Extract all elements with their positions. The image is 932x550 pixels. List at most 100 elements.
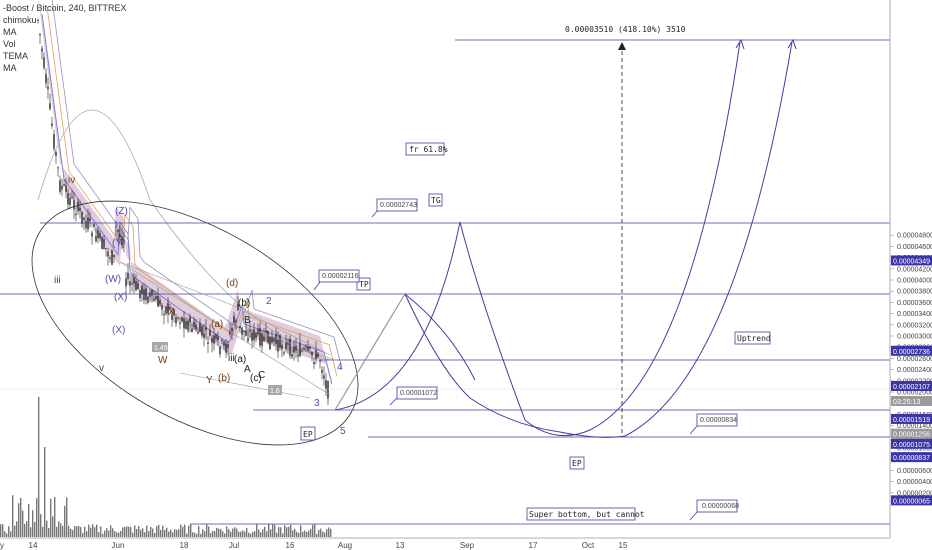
wave-label: (d) [226,278,238,289]
wave-label: (b) [238,298,250,309]
price-badge: 0.00002107 [891,381,932,392]
indicator-vol[interactable]: Vol [3,39,16,49]
wave-label: (Z) [115,206,128,217]
wave-label: (b) [218,373,230,384]
svg-text:0.00002736: 0.00002736 [893,349,930,356]
price-tick-label: 0.00003600 [897,300,932,307]
svg-text:TG: TG [431,196,441,205]
price-tick-label: 0.00001400 [897,423,932,430]
svg-text:0.00001256: 0.00001256 [893,432,930,439]
trend-line-c [231,304,331,356]
svg-text:0.00000068: 0.00000068 [702,503,739,510]
price-tick-label: 0.00003200 [897,322,932,329]
price-badge: 0.00001075 [891,438,932,449]
callout-2743[interactable]: 0.00002743 [371,198,418,218]
trend-line-e [179,372,311,399]
price-tick-label: 0.00004000 [897,278,932,285]
time-tick-label: Aug [338,541,352,550]
price-tick-label: 0.00002000 [897,390,932,397]
wave-label: 3 [314,398,320,409]
indicator-ma-2[interactable]: MA [3,63,17,73]
callout-68[interactable]: 0.00000068 [689,499,739,521]
svg-text:0.00000834: 0.00000834 [700,417,737,424]
indicator-ichimoku[interactable]: chimoku [3,15,37,25]
price-tick-label: 0.00002600 [897,356,932,363]
time-tick-label: y [0,541,4,550]
price-badge: 0.00001256 [891,428,932,439]
projection-curve-3 [469,397,561,433]
callout-834[interactable]: 0.00000834 [689,413,738,435]
svg-text:0.00002107: 0.00002107 [893,384,930,391]
svg-text:1.6: 1.6 [270,388,280,395]
svg-text:0.00004349: 0.00004349 [893,258,930,265]
grey-projection [334,293,406,411]
wave-label: v [99,363,104,374]
time-tick-label: 14 [29,541,38,550]
indicator-ma[interactable]: MA [3,27,17,37]
arrowhead-2 [787,38,797,50]
ep-note-2[interactable]: EP [569,456,585,470]
trend-line-d [239,324,336,361]
price-badge: 0.00002736 [891,345,932,356]
volume-bars [0,397,332,537]
wave-label: 2 [266,296,272,307]
projection-curve-2 [334,292,471,411]
projection-curve-1 [334,41,741,437]
projection-curve-4 [559,41,793,438]
target-arrowhead [618,42,626,50]
ichimoku-cloud [38,0,334,396]
wave-label: iii [54,275,61,286]
svg-text:0.00000837: 0.00000837 [893,455,930,462]
tp-note[interactable]: TP [356,277,371,291]
price-tick-label: 0.00004600 [897,244,932,251]
wave-label: (a) [211,319,223,330]
target-label: 0.00003510 (418.10%) 3510 [565,25,686,34]
wave-label: (W) [105,274,121,285]
price-badge: 0.00000065 [891,495,932,506]
wave-label: 5 [340,426,346,437]
wave-label: iv [68,175,75,186]
wave-label: (c) [250,373,262,384]
price-tick-label: 0.00000200 [897,490,932,497]
fib-note[interactable]: fr 61.8% [405,142,448,156]
price-badge: 0.00000837 [891,452,932,463]
trend-line-b [119,261,233,306]
svg-text:0.00002116: 0.00002116 [322,273,359,280]
time-tick-label: 17 [529,541,538,550]
wave-label: (Y) [112,238,125,249]
price-badge: 0.00001519 [891,413,932,424]
wave-label: A [244,364,251,375]
box-16: 1.6 [268,385,282,395]
uptrend-note[interactable]: Uptrend [734,331,771,345]
wave-label: Y [206,375,213,386]
callout-2116[interactable]: 0.00002116 [313,269,360,291]
arrowhead-1 [735,38,745,50]
wave-label: (X) [114,292,127,303]
indicator-lines [37,0,343,385]
wave-label: (a) [234,354,246,365]
time-tick-label: 16 [286,541,295,550]
price-badge: 0.00004349 [891,255,932,266]
tg-note[interactable]: TG [428,193,443,207]
time-tick-label: Sep [460,541,475,550]
price-tick-label: 0.00000600 [897,468,932,475]
ep-note-1[interactable]: EP [300,426,316,441]
trend-line-a [119,261,331,396]
svg-text:TP: TP [359,280,369,289]
wave-label: C [258,370,265,381]
time-tick-label: Oct [582,541,595,550]
price-tick-label: 0.00004200 [897,266,932,273]
price-tick-label: 0.00001000 [897,446,932,453]
price-tick-label: 0.00000400 [897,479,932,486]
time-axis[interactable]: y 14 Jun 18 Jul 16 Aug 13 Sep 17 Oct 15 [0,541,628,550]
indicator-tema[interactable]: TEMA [3,51,29,61]
super-bottom-note[interactable]: Super bottom, but cannot [526,507,645,521]
callout-1072[interactable]: 0.00001072 [389,386,438,406]
chart-legend: -Boost / Bitcoin, 240, BITTREX chimoku M… [3,2,127,74]
price-badge: 03:25:13 [891,396,932,406]
svg-text:0.00002743: 0.00002743 [380,202,417,209]
wave-label: W [158,355,168,366]
svg-text:EP: EP [572,459,582,468]
time-tick-label: 13 [396,541,405,550]
